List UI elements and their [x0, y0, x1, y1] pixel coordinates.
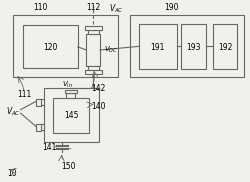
Bar [36, 124, 41, 131]
Bar [88, 66, 99, 70]
Text: 111: 111 [17, 90, 31, 99]
Bar [39, 124, 44, 130]
Text: −: − [67, 146, 71, 151]
Text: 193: 193 [186, 43, 200, 52]
Bar [39, 100, 44, 105]
Text: 120: 120 [43, 43, 58, 52]
Text: +: + [53, 144, 57, 149]
Text: $V_{in}$: $V_{in}$ [62, 80, 73, 90]
Text: 150: 150 [62, 162, 76, 171]
Text: 112: 112 [86, 3, 101, 12]
Text: 10: 10 [7, 169, 16, 178]
Bar [85, 70, 102, 74]
Text: 190: 190 [164, 3, 178, 12]
Bar [130, 15, 244, 77]
Text: 142: 142 [92, 84, 106, 94]
Text: 141: 141 [42, 143, 56, 152]
Bar [88, 30, 99, 34]
Bar [53, 98, 89, 133]
Bar [36, 99, 41, 106]
Text: $V_{DC}$: $V_{DC}$ [104, 44, 118, 55]
Bar [65, 90, 77, 94]
Bar [13, 15, 118, 77]
Text: $V_{AC}$: $V_{AC}$ [6, 105, 20, 118]
Bar [181, 23, 206, 69]
Text: 145: 145 [64, 111, 78, 120]
Bar [86, 34, 100, 66]
Bar [44, 88, 99, 142]
Text: 191: 191 [151, 43, 165, 52]
Bar [85, 26, 102, 30]
Bar [139, 23, 177, 69]
Text: 192: 192 [218, 43, 232, 52]
Text: $V_{AC}$: $V_{AC}$ [109, 2, 124, 15]
Bar [66, 94, 76, 98]
Text: 140: 140 [92, 102, 106, 111]
Bar [23, 25, 78, 68]
Text: 110: 110 [33, 3, 48, 12]
Bar [213, 23, 237, 69]
